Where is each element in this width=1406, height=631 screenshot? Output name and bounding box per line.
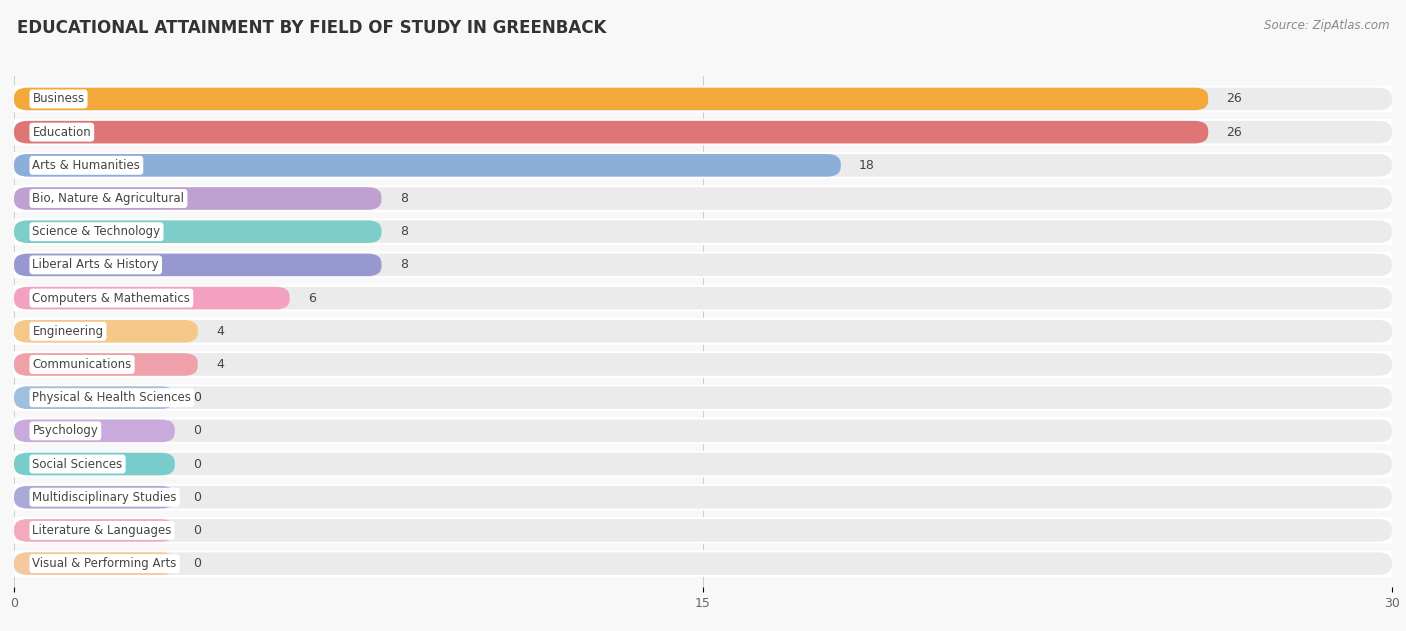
Text: Engineering: Engineering bbox=[32, 325, 104, 338]
FancyBboxPatch shape bbox=[14, 552, 1392, 575]
FancyBboxPatch shape bbox=[14, 386, 1392, 409]
Text: 8: 8 bbox=[399, 259, 408, 271]
Text: Literature & Languages: Literature & Languages bbox=[32, 524, 172, 537]
Text: 4: 4 bbox=[217, 325, 224, 338]
FancyBboxPatch shape bbox=[14, 517, 1392, 544]
FancyBboxPatch shape bbox=[14, 453, 1392, 475]
FancyBboxPatch shape bbox=[14, 351, 1392, 378]
FancyBboxPatch shape bbox=[14, 519, 1392, 541]
FancyBboxPatch shape bbox=[14, 121, 1208, 143]
FancyBboxPatch shape bbox=[14, 486, 174, 509]
FancyBboxPatch shape bbox=[14, 353, 1392, 375]
FancyBboxPatch shape bbox=[14, 285, 1392, 311]
Text: 0: 0 bbox=[193, 524, 201, 537]
Text: Arts & Humanities: Arts & Humanities bbox=[32, 159, 141, 172]
Text: 0: 0 bbox=[193, 424, 201, 437]
Text: Multidisciplinary Studies: Multidisciplinary Studies bbox=[32, 491, 177, 504]
Text: 4: 4 bbox=[217, 358, 224, 371]
FancyBboxPatch shape bbox=[14, 386, 174, 409]
Text: Physical & Health Sciences: Physical & Health Sciences bbox=[32, 391, 191, 404]
FancyBboxPatch shape bbox=[14, 519, 174, 541]
FancyBboxPatch shape bbox=[14, 86, 1392, 112]
FancyBboxPatch shape bbox=[14, 119, 1392, 145]
FancyBboxPatch shape bbox=[14, 186, 1392, 212]
FancyBboxPatch shape bbox=[14, 220, 381, 243]
Text: EDUCATIONAL ATTAINMENT BY FIELD OF STUDY IN GREENBACK: EDUCATIONAL ATTAINMENT BY FIELD OF STUDY… bbox=[17, 19, 606, 37]
Text: Social Sciences: Social Sciences bbox=[32, 457, 122, 471]
FancyBboxPatch shape bbox=[14, 287, 290, 309]
FancyBboxPatch shape bbox=[14, 218, 1392, 245]
Text: Psychology: Psychology bbox=[32, 424, 98, 437]
FancyBboxPatch shape bbox=[14, 154, 841, 177]
FancyBboxPatch shape bbox=[14, 353, 198, 375]
Text: 6: 6 bbox=[308, 292, 316, 305]
FancyBboxPatch shape bbox=[14, 384, 1392, 411]
Text: Source: ZipAtlas.com: Source: ZipAtlas.com bbox=[1264, 19, 1389, 32]
Text: 0: 0 bbox=[193, 391, 201, 404]
FancyBboxPatch shape bbox=[14, 152, 1392, 179]
FancyBboxPatch shape bbox=[14, 252, 1392, 278]
FancyBboxPatch shape bbox=[14, 287, 1392, 309]
Text: Computers & Mathematics: Computers & Mathematics bbox=[32, 292, 190, 305]
FancyBboxPatch shape bbox=[14, 121, 1392, 143]
FancyBboxPatch shape bbox=[14, 453, 174, 475]
Text: 26: 26 bbox=[1226, 126, 1243, 139]
Text: 8: 8 bbox=[399, 192, 408, 205]
FancyBboxPatch shape bbox=[14, 320, 198, 343]
Text: Education: Education bbox=[32, 126, 91, 139]
Text: 0: 0 bbox=[193, 457, 201, 471]
FancyBboxPatch shape bbox=[14, 154, 1392, 177]
FancyBboxPatch shape bbox=[14, 451, 1392, 477]
FancyBboxPatch shape bbox=[14, 254, 381, 276]
Text: Business: Business bbox=[32, 93, 84, 105]
FancyBboxPatch shape bbox=[14, 552, 174, 575]
FancyBboxPatch shape bbox=[14, 418, 1392, 444]
Text: 18: 18 bbox=[859, 159, 875, 172]
FancyBboxPatch shape bbox=[14, 484, 1392, 510]
Text: 0: 0 bbox=[193, 557, 201, 570]
FancyBboxPatch shape bbox=[14, 187, 381, 209]
Text: Liberal Arts & History: Liberal Arts & History bbox=[32, 259, 159, 271]
Text: Science & Technology: Science & Technology bbox=[32, 225, 160, 239]
FancyBboxPatch shape bbox=[14, 420, 1392, 442]
FancyBboxPatch shape bbox=[14, 320, 1392, 343]
Text: Visual & Performing Arts: Visual & Performing Arts bbox=[32, 557, 177, 570]
FancyBboxPatch shape bbox=[14, 88, 1208, 110]
FancyBboxPatch shape bbox=[14, 318, 1392, 345]
FancyBboxPatch shape bbox=[14, 88, 1392, 110]
FancyBboxPatch shape bbox=[14, 254, 1392, 276]
Text: Communications: Communications bbox=[32, 358, 132, 371]
Text: 0: 0 bbox=[193, 491, 201, 504]
Text: Bio, Nature & Agricultural: Bio, Nature & Agricultural bbox=[32, 192, 184, 205]
FancyBboxPatch shape bbox=[14, 220, 1392, 243]
FancyBboxPatch shape bbox=[14, 420, 174, 442]
FancyBboxPatch shape bbox=[14, 550, 1392, 577]
Text: 26: 26 bbox=[1226, 93, 1243, 105]
Text: 8: 8 bbox=[399, 225, 408, 239]
FancyBboxPatch shape bbox=[14, 486, 1392, 509]
FancyBboxPatch shape bbox=[14, 187, 1392, 209]
